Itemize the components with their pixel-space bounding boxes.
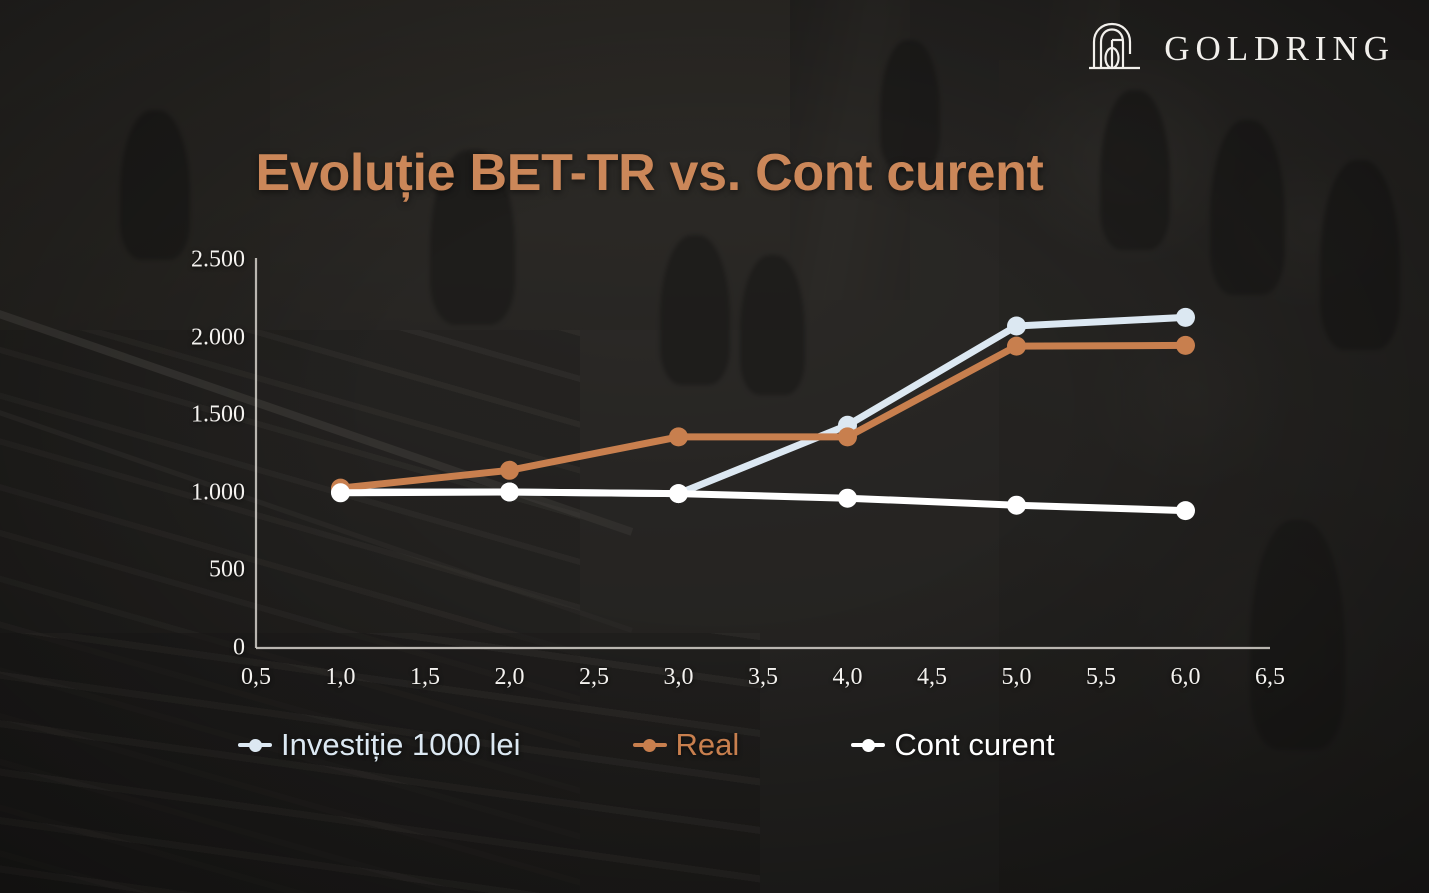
series-real [331, 335, 1195, 498]
data-point [331, 483, 350, 503]
y-axis-tick-label: 2.000 [191, 324, 245, 351]
chart-title: Evoluție BET-TR vs. Cont curent [255, 144, 1044, 202]
data-point [669, 427, 688, 447]
legend-label: Cont curent [894, 727, 1055, 762]
chart-axes [254, 258, 1270, 650]
x-axis-tick-label: 6,5 [1255, 664, 1285, 690]
series-cont-curent [331, 482, 1195, 521]
legend-item[interactable]: Investiție 1000 lei [238, 727, 521, 763]
y-axis-tick-label: 0 [233, 634, 245, 661]
data-point [500, 482, 519, 502]
legend-marker-icon [632, 736, 667, 754]
data-point [1176, 307, 1195, 327]
data-point [838, 488, 857, 508]
y-axis-tick-label: 500 [209, 556, 245, 583]
x-axis-tick-label: 1,0 [325, 664, 356, 690]
data-point [1176, 335, 1195, 355]
x-axis-tick-label: 3,0 [663, 664, 694, 690]
data-point [1007, 336, 1026, 356]
chart-legend: Investiție 1000 lei Real Cont curent [238, 727, 1055, 763]
data-point [1007, 495, 1026, 515]
brand-logo: GOLDRING [1088, 20, 1395, 77]
y-axis-tick-label: 1.000 [191, 479, 245, 506]
x-axis-tick-label: 2,5 [579, 664, 609, 690]
x-axis-tick-label: 5,5 [1086, 664, 1116, 690]
x-axis-tick-label: 2,0 [494, 664, 525, 690]
data-point [1176, 501, 1195, 521]
x-axis-tick-label: 0,5 [241, 664, 271, 690]
data-point [1007, 316, 1026, 336]
x-axis-tick-label: 5,0 [1001, 664, 1032, 690]
y-axis-tick-label: 2.500 [191, 246, 245, 273]
x-axis-tick-label: 6,0 [1170, 664, 1201, 690]
legend-marker-icon [238, 736, 272, 754]
goldring-arch-logo-icon [1088, 20, 1144, 77]
legend-item[interactable]: Real [632, 727, 740, 763]
x-axis-tick-label: 4,5 [917, 664, 947, 690]
brand-name: GOLDRING [1164, 28, 1395, 68]
x-axis-tick-label: 1,5 [410, 664, 440, 690]
data-point [500, 460, 519, 480]
legend-marker-icon [851, 736, 886, 754]
x-axis-tick-label: 3,5 [748, 664, 778, 690]
x-axis-tick-label: 4,0 [832, 664, 863, 690]
y-axis-tick-label: 1.500 [191, 401, 245, 428]
data-point [669, 484, 688, 504]
legend-item[interactable]: Cont curent [851, 727, 1055, 763]
legend-label: Real [675, 727, 740, 762]
data-point [838, 427, 857, 447]
legend-label: Investiție 1000 lei [281, 727, 521, 762]
